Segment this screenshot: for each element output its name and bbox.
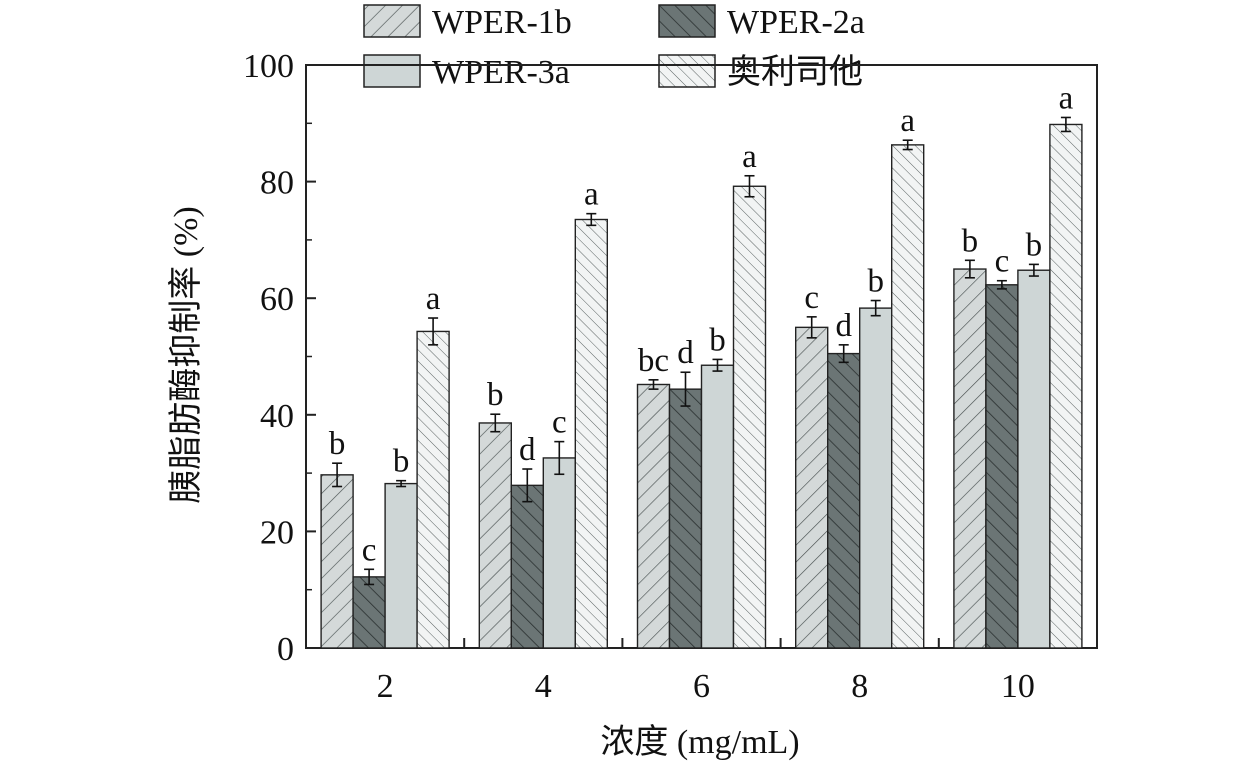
significance-label: b	[487, 377, 504, 413]
y-tick-label: 40	[260, 398, 294, 435]
bar	[542, 457, 576, 649]
y-axis: 0 20 40 60 80 100	[243, 48, 316, 668]
legend: WPER-1b WPER-2a WPER-3a 奥利司他	[363, 4, 865, 91]
error-bar	[490, 413, 501, 433]
bar-series-group	[320, 123, 1083, 649]
significance-label: b	[393, 444, 410, 480]
bar	[384, 482, 418, 649]
significance-label: d	[677, 335, 694, 371]
bar	[732, 185, 767, 649]
legend-swatch-orlistat	[658, 54, 716, 88]
x-tick-label: 4	[535, 668, 552, 705]
error-bar	[586, 212, 597, 227]
error-bar	[364, 568, 375, 586]
error-bar	[964, 259, 975, 279]
legend-swatch-wper-1b	[363, 4, 421, 38]
bar	[416, 330, 450, 649]
error-bar	[902, 139, 913, 151]
legend-item: WPER-3a	[363, 54, 570, 91]
x-axis-title: 浓度 (mg/mL)	[600, 723, 799, 761]
significance-label: b	[962, 223, 979, 259]
error-bar	[1060, 116, 1071, 133]
error-bar	[806, 316, 817, 339]
y-tick-label: 80	[260, 165, 294, 202]
significance-label: b	[709, 322, 726, 358]
significance-label: bc	[638, 343, 669, 379]
significance-label: a	[584, 177, 599, 213]
y-tick-label: 100	[243, 48, 294, 85]
bar	[985, 284, 1019, 649]
bar	[700, 364, 735, 649]
y-tick-label: 60	[260, 281, 294, 318]
error-bar	[522, 468, 533, 503]
error-bar	[870, 299, 881, 317]
bar	[636, 383, 671, 649]
bar	[574, 218, 608, 649]
error-bar	[648, 379, 659, 390]
error-bar	[712, 358, 723, 372]
significance-label: b	[329, 426, 346, 462]
bar	[352, 576, 386, 649]
legend-item: WPER-2a	[658, 4, 865, 41]
significance-label: a	[1059, 80, 1074, 116]
x-tick-label: 6	[693, 668, 710, 705]
significance-label: b	[1026, 227, 1043, 263]
bar	[795, 326, 829, 649]
error-bar	[996, 279, 1007, 290]
legend-label-wper-2a: WPER-2a	[727, 4, 865, 41]
x-tick-label: 2	[377, 668, 394, 705]
bar	[478, 422, 512, 649]
significance-label: c	[362, 532, 377, 568]
bar	[953, 268, 987, 649]
bar	[510, 484, 544, 649]
bar	[320, 474, 354, 649]
error-bar	[428, 317, 439, 346]
legend-label-orlistat: 奥利司他	[727, 53, 863, 91]
legend-item: WPER-1b	[363, 4, 572, 41]
error-bar	[680, 371, 691, 407]
bar	[1017, 269, 1051, 649]
significance-label: b	[867, 264, 884, 300]
error-bar	[838, 344, 849, 364]
significance-label: a	[426, 281, 441, 317]
error-bar	[332, 462, 343, 488]
error-bar	[396, 479, 407, 488]
significance-label: a	[900, 103, 915, 139]
error-bar-group	[332, 116, 1071, 586]
bar	[827, 352, 861, 649]
y-tick-label: 20	[260, 514, 294, 551]
legend-swatch-wper-2a	[658, 4, 716, 38]
significance-label: c	[995, 244, 1010, 280]
bar	[859, 307, 893, 649]
legend-label-wper-1b: WPER-1b	[432, 4, 572, 41]
x-tick-label: 8	[851, 668, 868, 705]
significance-label: d	[519, 432, 536, 468]
legend-label-wper-3a: WPER-3a	[432, 54, 570, 91]
legend-swatch-wper-3a	[363, 54, 421, 88]
significance-label: c	[552, 405, 567, 441]
error-bar	[1028, 263, 1039, 277]
significance-label: d	[835, 308, 852, 344]
x-tick-label: 10	[1001, 668, 1035, 705]
significance-label: a	[742, 139, 757, 175]
significance-label: c	[804, 280, 819, 316]
legend-item: 奥利司他	[658, 53, 863, 91]
bar	[1049, 123, 1083, 649]
y-axis-title: 胰脂肪酶抑制率 (%)	[167, 206, 205, 503]
bar	[891, 144, 925, 649]
error-bar	[554, 440, 565, 476]
y-tick-label: 0	[277, 631, 294, 668]
bar	[668, 388, 703, 649]
error-bar	[744, 174, 755, 198]
x-axis: 2 4 6 8 10	[377, 638, 1035, 705]
